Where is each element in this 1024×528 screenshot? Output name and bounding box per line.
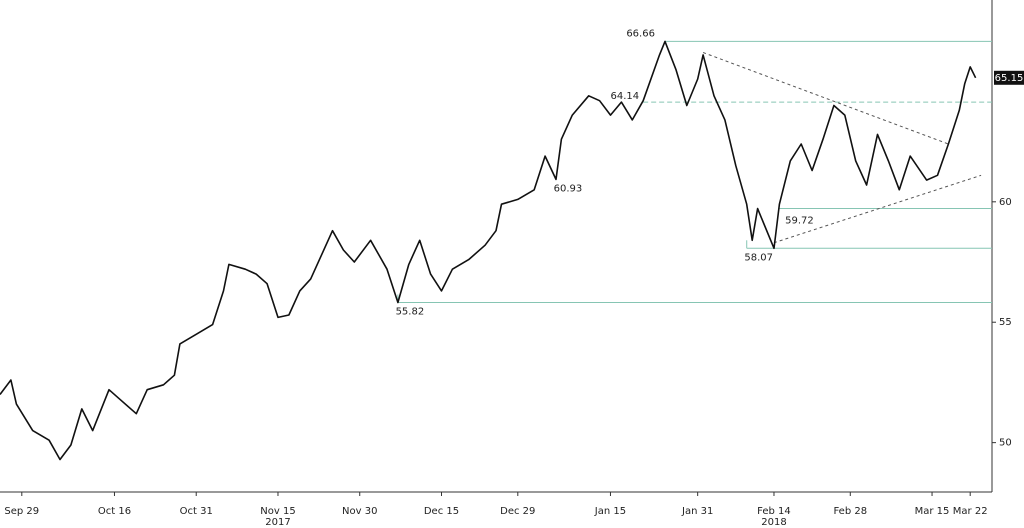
last-value-label: 65.15 [995, 73, 1024, 84]
price-line [0, 40, 977, 461]
x-tick-label: Nov 30 [342, 506, 377, 517]
level-label: 59.72 [785, 216, 814, 227]
trendline [773, 174, 982, 244]
y-tick-label: 60 [999, 197, 1012, 208]
x-tick-label: Mar 22 [953, 506, 988, 517]
x-tick-label: Oct 31 [180, 506, 213, 517]
year-label: 2018 [761, 517, 786, 528]
level-label: 58.07 [744, 252, 773, 263]
x-tick-label: Feb 28 [833, 506, 867, 517]
trendline [702, 52, 949, 145]
year-label: 2017 [265, 517, 290, 528]
x-tick-label: Oct 16 [98, 506, 131, 517]
last-value-tag [994, 70, 1024, 85]
x-tick-label: Dec 29 [500, 506, 535, 517]
x-tick-label: Dec 15 [424, 506, 459, 517]
x-tick-label: Jan 15 [594, 506, 626, 517]
x-tick-label: Feb 14 [757, 506, 791, 517]
y-tick-label: 55 [999, 317, 1012, 328]
level-label: 60.93 [554, 183, 583, 194]
x-tick-label: Nov 15 [260, 506, 295, 517]
x-tick-label: Jan 31 [681, 506, 713, 517]
y-tick-label: 50 [999, 438, 1012, 449]
level-label: 64.14 [611, 91, 640, 102]
level-label: 55.82 [396, 306, 425, 317]
x-tick-label: Sep 29 [4, 506, 39, 517]
x-tick-label: Mar 15 [915, 506, 950, 517]
level-label: 66.66 [626, 28, 655, 39]
